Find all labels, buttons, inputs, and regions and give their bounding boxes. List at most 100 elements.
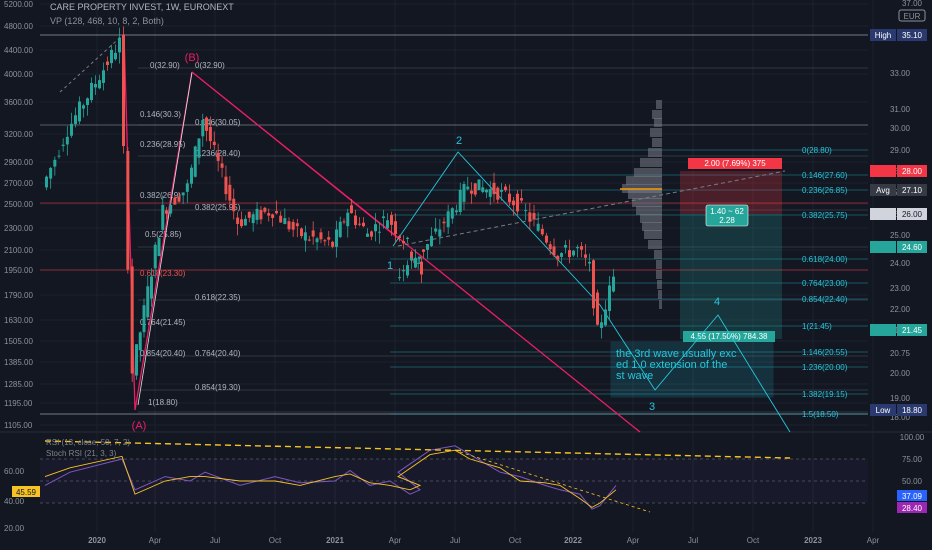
right-axis-tick: 22.00 xyxy=(890,305,911,314)
low-badge-label-bg xyxy=(870,404,896,416)
volume-profile-bar xyxy=(658,290,662,299)
loss-label-bg xyxy=(688,158,782,169)
candle-body xyxy=(362,222,365,227)
candle-body xyxy=(442,221,446,224)
left-axis-tick: 1630.00 xyxy=(4,316,33,325)
currency-label: EUR xyxy=(904,12,921,21)
rsi-pane-bg xyxy=(40,432,868,532)
mid-label-2: 2.28 xyxy=(719,216,735,225)
time-tick: Oct xyxy=(509,536,522,545)
volume-profile-bar xyxy=(640,214,662,223)
candle-body xyxy=(327,237,331,240)
fib-left-label: 0(32.90) xyxy=(150,61,180,70)
candle-body xyxy=(181,192,185,196)
volume-profile-bar xyxy=(656,260,662,269)
low-badge-value: 18.80 xyxy=(902,406,923,415)
candle-body xyxy=(596,292,599,325)
candle-body xyxy=(418,256,421,259)
left-axis-tick: 2100.00 xyxy=(4,246,33,255)
volume-profile-bar xyxy=(654,250,662,259)
candle-body xyxy=(450,208,454,219)
candle-body xyxy=(434,228,438,232)
candle-body xyxy=(70,123,73,136)
candle-body xyxy=(236,217,240,224)
candle-body xyxy=(165,210,168,214)
candle-body xyxy=(197,138,201,158)
candle-body xyxy=(212,141,216,146)
axes: 2020 Apr Jul Oct 2021 Apr Jul Oct 2022 Apr Jul Oct 2… xyxy=(4,0,927,545)
candle-body xyxy=(410,251,413,259)
left-axis-tick: 4000.00 xyxy=(4,70,33,79)
fib-left-label: 0.764(20.40) xyxy=(195,349,241,358)
candle-body xyxy=(500,189,503,192)
left-axis-tick: 3200.00 xyxy=(4,130,33,139)
left-axis-tick: 1195.00 xyxy=(4,399,33,408)
fib-left-label: 0.382(25.95) xyxy=(195,203,241,212)
candle-body xyxy=(138,332,142,351)
candle-body xyxy=(255,208,259,220)
time-tick: Jul xyxy=(450,536,460,545)
rsi-left-badge: 45.59 xyxy=(16,488,37,497)
candle-body xyxy=(580,246,583,250)
left-axis-tick: 5200.00 xyxy=(4,0,33,9)
right-axis-tick: 33.00 xyxy=(890,69,911,78)
fib-diagonal xyxy=(137,71,193,406)
right-axis-tick: 20.00 xyxy=(890,369,911,378)
candle-body xyxy=(496,187,500,200)
wave-A-label: (A) xyxy=(132,420,147,432)
candle-body xyxy=(228,184,232,201)
wave-3-label: 3 xyxy=(649,401,655,413)
candle-body xyxy=(354,215,357,226)
volume-profile-bar xyxy=(656,270,662,279)
candle-body xyxy=(220,163,224,168)
candle-body xyxy=(271,214,275,218)
badge-246-value-bg xyxy=(897,241,927,253)
volume-profile-bar xyxy=(652,138,662,147)
candle-body xyxy=(438,229,442,237)
currency-badge xyxy=(898,9,926,22)
fib-right-label: 0.764(23.00) xyxy=(802,279,848,288)
low-badge-value-bg xyxy=(897,404,927,416)
candle-body xyxy=(545,235,548,243)
candle-body xyxy=(520,198,523,201)
candle-body xyxy=(331,241,335,247)
time-tick: Apr xyxy=(389,536,402,545)
fib-right-label: 0.382(25.75) xyxy=(802,211,848,220)
candle-body xyxy=(612,276,615,292)
candle-body xyxy=(102,70,105,83)
candle-body xyxy=(536,223,540,231)
candle-body xyxy=(169,204,173,214)
rsi-left-tick: 20.00 xyxy=(4,524,25,533)
candle-body xyxy=(481,187,485,192)
rsi-left-tick: 60.00 xyxy=(4,467,25,476)
candle-body xyxy=(552,246,556,256)
avg-badge-value-bg xyxy=(897,184,927,196)
candle-body xyxy=(49,167,53,179)
volume-profile-bar xyxy=(648,240,662,249)
rsi-pane xyxy=(40,440,868,513)
candle-body xyxy=(65,136,69,145)
candle-body xyxy=(311,230,315,237)
time-tick: Apr xyxy=(627,536,640,545)
candle-body xyxy=(173,197,177,205)
candle-body xyxy=(488,189,492,197)
badge-246-value: 24.60 xyxy=(902,243,923,252)
candle-body xyxy=(342,221,346,223)
volume-profile-label: VP (128, 468, 10, 8, 2, Both) xyxy=(50,16,164,26)
candle-body xyxy=(366,233,369,237)
time-tick: Oct xyxy=(269,536,282,545)
right-axis-tick: 20.75 xyxy=(890,349,911,358)
candle-body xyxy=(216,152,220,161)
candle-body xyxy=(508,193,511,203)
volume-profile-bar xyxy=(648,148,662,157)
left-axis-tick: 1105.00 xyxy=(4,421,33,430)
candle-body xyxy=(398,277,401,279)
candle-body xyxy=(485,189,488,193)
right-axis-tick: 25.00 xyxy=(890,231,911,240)
candle-body xyxy=(524,210,528,212)
volume-profile-bar xyxy=(636,206,662,215)
left-axis-tick: 1950.00 xyxy=(4,266,33,275)
high-badge-label: High xyxy=(875,31,891,40)
mid-label-bg xyxy=(705,204,749,227)
